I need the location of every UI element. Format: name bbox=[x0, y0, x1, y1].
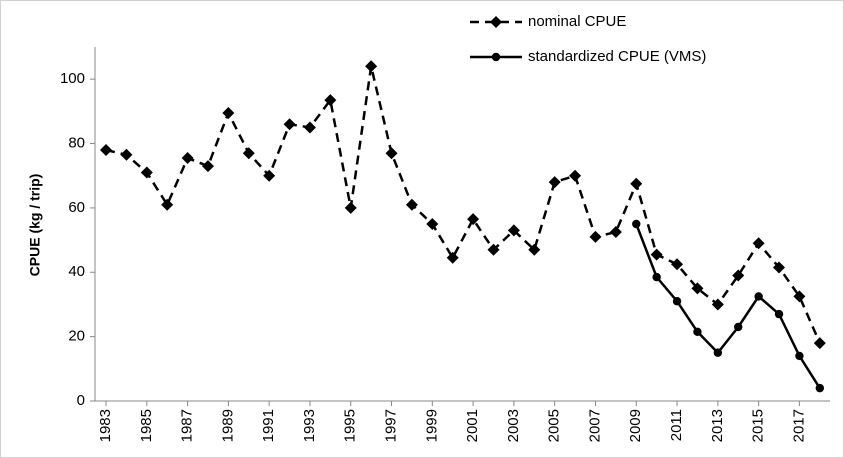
data-point bbox=[507, 224, 520, 237]
data-point bbox=[161, 198, 174, 211]
x-tick-label: 2001 bbox=[464, 409, 481, 442]
x-tick-label: 1995 bbox=[342, 409, 359, 442]
data-point bbox=[774, 309, 784, 319]
x-tick-label: 1989 bbox=[219, 409, 236, 442]
x-tick-label: 1983 bbox=[97, 409, 114, 442]
data-point bbox=[793, 290, 806, 303]
data-point bbox=[426, 218, 439, 230]
data-point bbox=[671, 258, 684, 271]
x-tick-label: 1985 bbox=[138, 409, 155, 442]
data-point bbox=[734, 322, 743, 332]
y-tick-label: 60 bbox=[68, 199, 85, 216]
data-point bbox=[324, 94, 337, 107]
x-tick-label: 2009 bbox=[627, 409, 644, 442]
data-point bbox=[385, 147, 398, 160]
data-point bbox=[632, 219, 641, 229]
x-tick-label: 2013 bbox=[709, 409, 726, 442]
x-tick-label: 1993 bbox=[301, 409, 318, 442]
series-line bbox=[105, 66, 821, 344]
x-tick-label: 1991 bbox=[260, 409, 277, 442]
data-point bbox=[813, 337, 826, 350]
data-point bbox=[222, 106, 235, 119]
data-point bbox=[773, 261, 786, 274]
data-point bbox=[405, 198, 418, 211]
y-tick-label: 80 bbox=[68, 135, 85, 152]
data-point bbox=[815, 383, 825, 393]
data-point bbox=[242, 147, 255, 160]
data-point bbox=[732, 269, 745, 282]
legend-marker bbox=[490, 16, 502, 28]
x-tick-label: 1997 bbox=[382, 409, 399, 442]
x-tick-label: 2011 bbox=[668, 409, 685, 441]
data-point bbox=[100, 143, 113, 156]
x-tick-label: 1987 bbox=[179, 409, 196, 442]
x-tick-label: 2005 bbox=[546, 409, 563, 442]
data-point bbox=[752, 237, 765, 250]
data-point bbox=[711, 298, 724, 311]
data-point bbox=[528, 243, 541, 256]
data-point bbox=[263, 169, 276, 182]
data-point bbox=[693, 327, 702, 337]
data-point bbox=[365, 60, 378, 73]
data-point bbox=[548, 176, 561, 189]
series-line bbox=[635, 223, 821, 389]
data-point bbox=[630, 177, 643, 190]
data-point bbox=[201, 160, 214, 173]
data-point bbox=[609, 226, 622, 239]
data-point bbox=[652, 272, 661, 282]
data-point bbox=[283, 118, 296, 131]
data-point bbox=[650, 248, 663, 261]
data-point bbox=[672, 297, 682, 306]
data-point bbox=[120, 148, 133, 161]
data-point bbox=[795, 351, 804, 361]
legend-label: nominal CPUE bbox=[528, 13, 626, 30]
x-tick-label: 2007 bbox=[586, 409, 603, 442]
data-point bbox=[303, 121, 316, 134]
x-tick-label: 2015 bbox=[750, 409, 767, 442]
y-axis-label: CPUE (kg / trip) bbox=[27, 174, 43, 277]
data-point bbox=[569, 169, 582, 182]
y-tick-label: 0 bbox=[77, 392, 85, 409]
y-tick-label: 100 bbox=[60, 70, 85, 87]
data-point bbox=[181, 152, 194, 165]
data-point bbox=[487, 243, 500, 256]
legend-marker bbox=[491, 52, 501, 62]
data-point bbox=[446, 251, 459, 264]
data-point bbox=[467, 213, 480, 226]
data-point bbox=[140, 166, 153, 179]
data-point bbox=[344, 201, 357, 214]
y-tick-label: 20 bbox=[68, 328, 85, 345]
data-point bbox=[713, 348, 723, 357]
y-tick-label: 40 bbox=[68, 263, 85, 280]
x-tick-label: 2017 bbox=[790, 409, 807, 442]
x-tick-label: 2003 bbox=[505, 409, 522, 442]
legend-label: standardized CPUE (VMS) bbox=[528, 48, 706, 65]
x-tick-label: 1999 bbox=[423, 409, 440, 442]
data-point bbox=[589, 230, 602, 243]
data-point bbox=[754, 292, 763, 301]
data-point bbox=[691, 282, 704, 295]
